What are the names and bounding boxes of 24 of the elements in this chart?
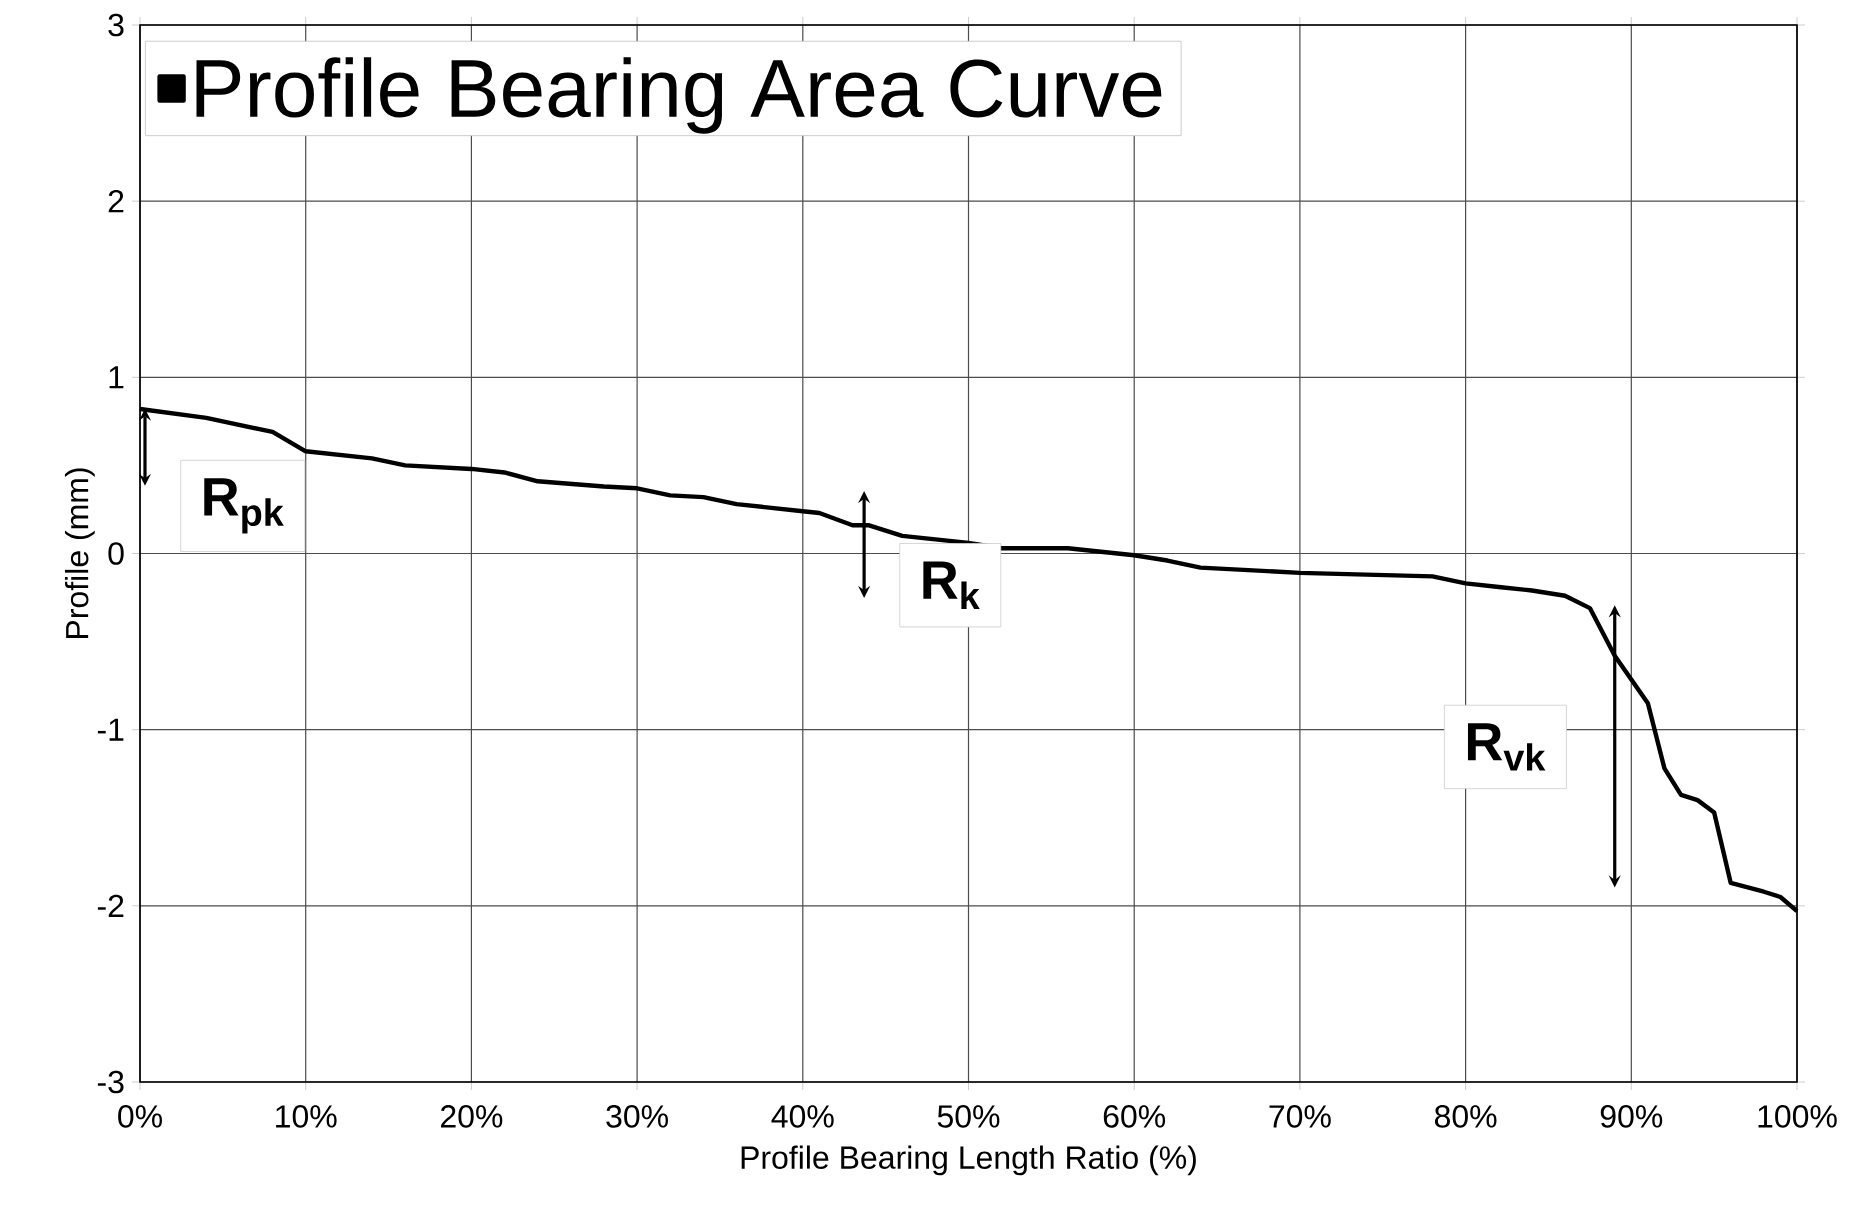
x-tick-label: 80% xyxy=(1434,1105,1497,1128)
x-tick-label: 90% xyxy=(1600,1105,1663,1128)
x-tick-label: 40% xyxy=(771,1105,834,1128)
y-tick-label: -2 xyxy=(97,894,124,917)
x-tick-label: 60% xyxy=(1103,1105,1166,1128)
y-tick-label: -1 xyxy=(97,718,124,741)
x-tick-label: 30% xyxy=(606,1105,668,1128)
y-axis-title: Profile (mm) xyxy=(64,468,95,638)
y-tick-label: 3 xyxy=(108,13,124,37)
x-tick-label: 70% xyxy=(1269,1105,1331,1128)
x-tick-label: 0% xyxy=(118,1105,162,1128)
y-tick-label: 2 xyxy=(108,190,124,213)
x-tick-label: 20% xyxy=(440,1105,503,1128)
annotation: R$_{k}$ xyxy=(923,561,980,609)
y-tick-label: 1 xyxy=(109,366,124,389)
annotation: R$_{vk}$ xyxy=(1467,723,1546,771)
x-tick-label: 10% xyxy=(276,1105,337,1128)
y-tick-label: 0 xyxy=(108,542,124,565)
x-axis-title: Profile Bearing Length Ratio (%) xyxy=(741,1145,1196,1176)
x-tick-label: 50% xyxy=(937,1105,1000,1128)
x-tick-label: 100% xyxy=(1758,1105,1837,1128)
y-tick-label: -3 xyxy=(97,1070,124,1094)
annotation: R$_{pk}$ xyxy=(204,478,284,534)
legend-label: Profile Bearing Area Curve xyxy=(196,57,1162,134)
